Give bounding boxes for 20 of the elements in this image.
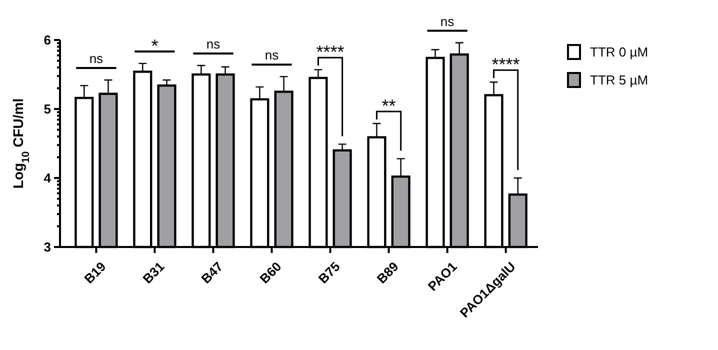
annotation: **** bbox=[492, 54, 520, 74]
x-tick-label: B31 bbox=[140, 258, 168, 286]
x-tick-label: B75 bbox=[315, 258, 343, 286]
legend-label: TTR 5 µM bbox=[590, 72, 648, 88]
y-tick-label: 5 bbox=[44, 102, 51, 117]
annotation: ns bbox=[206, 36, 221, 52]
y-tick-label: 4 bbox=[44, 170, 52, 186]
text: ns bbox=[440, 14, 455, 29]
annotation: ns bbox=[264, 48, 280, 63]
y-tick-label: 3 bbox=[44, 240, 51, 255]
y-tick-label: 6 bbox=[44, 32, 51, 48]
annotation: * bbox=[151, 36, 158, 56]
annotation: ** bbox=[382, 96, 396, 116]
x-tick-label: B47 bbox=[198, 258, 226, 286]
annotation: **** bbox=[316, 42, 344, 62]
x-tick-label: B60 bbox=[256, 258, 284, 286]
x-tick-label: B89 bbox=[374, 258, 402, 286]
x-tick-label: B19 bbox=[81, 258, 109, 286]
annotation: ns bbox=[89, 51, 104, 66]
legend-label: TTR 0 µM bbox=[590, 44, 648, 60]
